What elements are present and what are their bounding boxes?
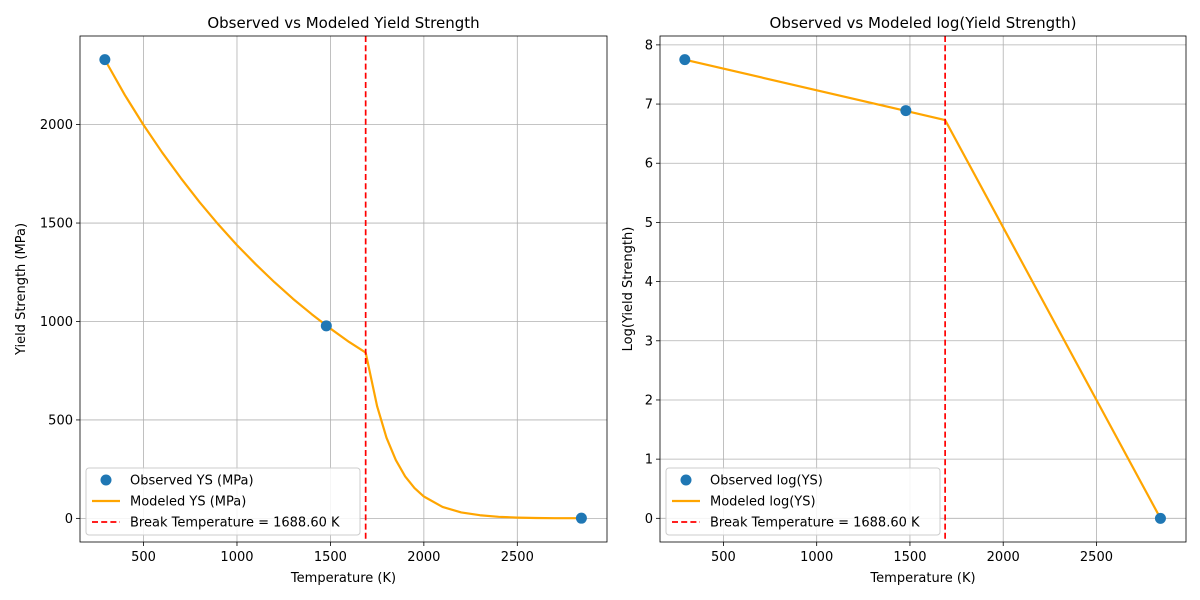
y-tick-label: 7 xyxy=(645,98,653,113)
chart-panel-2: 500 1000 1500 2000 2500 0 1 2 3 4 5 6 7 8 Observed vs … xyxy=(621,14,1187,586)
y-tick-label: 2 xyxy=(645,393,653,408)
y-tick-label: 3 xyxy=(645,334,653,349)
plot-area xyxy=(99,36,587,542)
x-tick-label: 2000 xyxy=(987,550,1020,565)
legend-break-label: Break Temperature = 1688.60 K xyxy=(710,516,920,531)
y-axis-label: Log(Yield Strength) xyxy=(621,227,636,352)
chart-title: Observed vs Modeled log(Yield Strength) xyxy=(770,14,1077,32)
observed-point xyxy=(900,105,912,117)
y-tick-label: 2000 xyxy=(40,118,73,133)
x-tick-label: 2500 xyxy=(1080,550,1113,565)
y-tick-label: 4 xyxy=(645,275,653,290)
axes-frame xyxy=(79,35,608,543)
observed-point xyxy=(1154,512,1166,524)
legend-box xyxy=(85,467,361,536)
y-axis-label: Yield Strength (MPa) xyxy=(14,223,29,356)
y-tick-label: 1500 xyxy=(40,217,73,232)
observed-point xyxy=(575,512,587,524)
legend-observed-marker xyxy=(100,474,112,486)
x-tick-label: 2500 xyxy=(501,550,534,565)
legend-break-label: Break Temperature = 1688.60 K xyxy=(130,516,340,531)
legend-box xyxy=(665,467,941,536)
x-tick-label: 500 xyxy=(131,550,156,565)
x-tick-label: 1000 xyxy=(220,550,253,565)
y-tick-label: 8 xyxy=(645,38,653,53)
x-tick-label: 1500 xyxy=(893,550,926,565)
chart-title: Observed vs Modeled Yield Strength xyxy=(207,14,479,32)
x-axis-label: Temperature (K) xyxy=(290,571,396,586)
legend-modeled-label: Modeled YS (MPa) xyxy=(130,495,246,510)
legend-observed-marker xyxy=(680,474,692,486)
y-tick-label: 1 xyxy=(645,453,653,468)
observed-point xyxy=(320,320,332,332)
legend-modeled-label: Modeled log(YS) xyxy=(710,495,816,510)
y-tick-label: 0 xyxy=(645,512,653,527)
legend: Observed log(YS) Modeled log(YS) Break Tem… xyxy=(665,467,941,536)
x-tick-label: 2000 xyxy=(407,550,440,565)
y-tick-label: 0 xyxy=(65,512,73,527)
observed-point xyxy=(99,54,111,66)
modeled-series-line xyxy=(103,59,582,520)
x-tick-label: 1500 xyxy=(314,550,347,565)
y-tick-label: 6 xyxy=(645,157,653,172)
y-tick-label: 500 xyxy=(48,413,73,428)
legend-observed-label: Observed YS (MPa) xyxy=(130,474,254,489)
observed-point xyxy=(679,54,691,66)
plot-area xyxy=(679,36,1166,542)
axes-frame xyxy=(659,35,1187,543)
chart-panel-1: 500 1000 1500 2000 2500 0 500 1000 1500 2000 Obser… xyxy=(14,14,608,586)
x-tick-label: 500 xyxy=(711,550,736,565)
legend-observed-label: Observed log(YS) xyxy=(710,474,823,489)
x-tick-label: 1000 xyxy=(800,550,833,565)
y-tick-label: 1000 xyxy=(40,315,73,330)
legend: Observed YS (MPa) Modeled YS (MPa) Break T… xyxy=(85,467,361,536)
y-tick-label: 5 xyxy=(645,216,653,231)
modeled-series-line xyxy=(684,58,1162,519)
x-axis-label: Temperature (K) xyxy=(869,571,975,586)
